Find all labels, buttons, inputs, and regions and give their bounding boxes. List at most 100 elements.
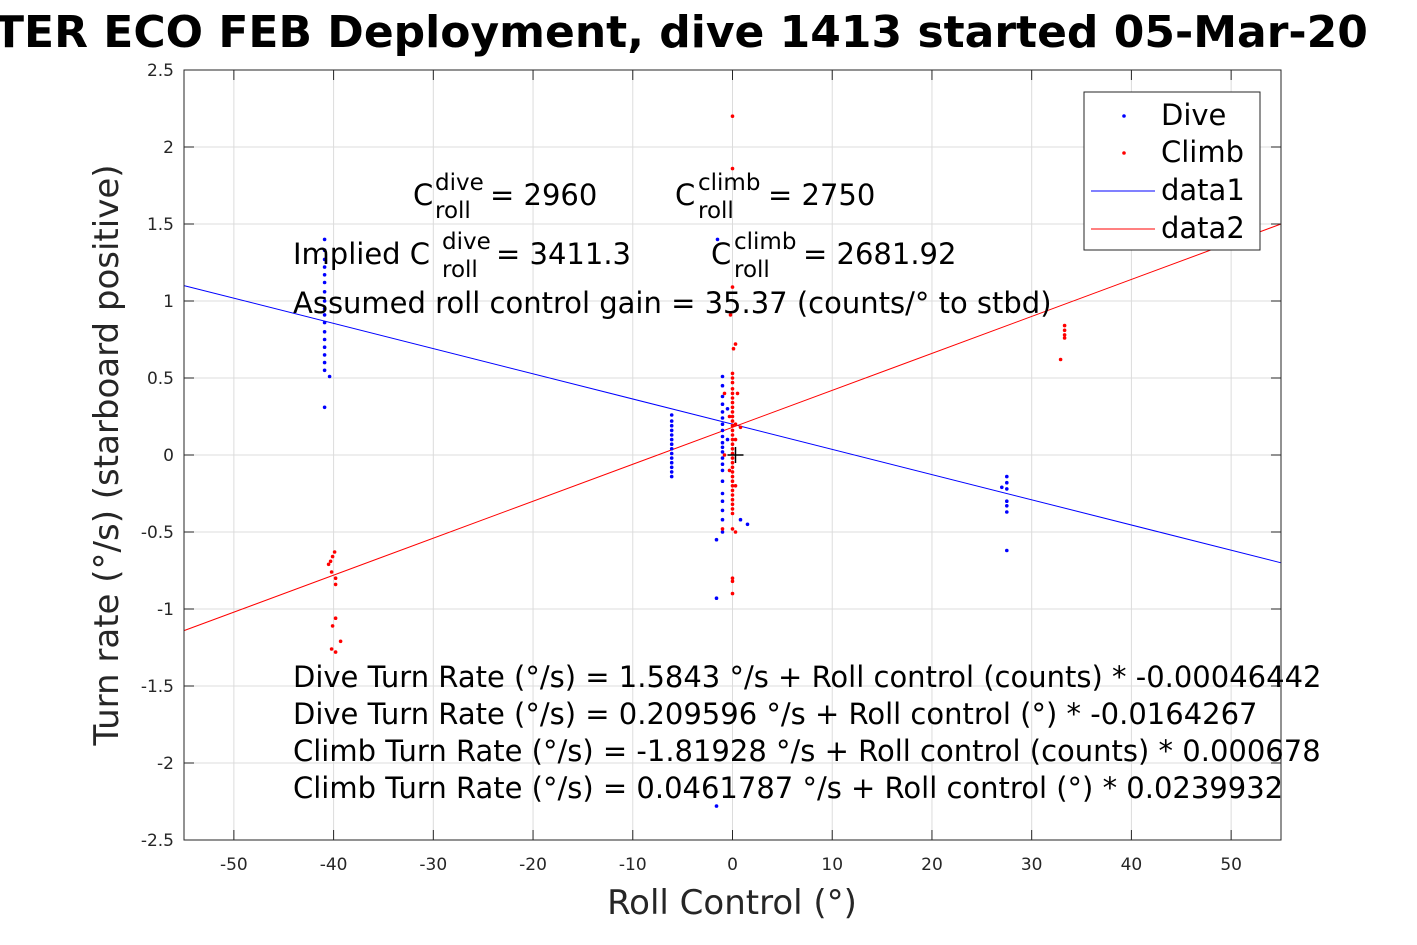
data-point-dive: [669, 447, 674, 451]
x-tick-label: 0: [727, 855, 738, 875]
data-point-climb: [330, 554, 335, 559]
y-tick-label: 2.5: [147, 61, 174, 81]
svg-text:C: C: [413, 178, 433, 212]
data-point-dive: [1005, 504, 1009, 508]
data-point-climb: [730, 479, 735, 484]
x-tick-label: 40: [1121, 855, 1143, 875]
data-point-dive: [720, 468, 725, 473]
data-point-climb: [730, 465, 735, 470]
x-axis-label: Roll Control (°): [607, 883, 857, 923]
data-point-dive: [327, 374, 332, 379]
y-tick-label: -2.5: [141, 831, 174, 851]
legend-label-dive: Dive: [1161, 98, 1226, 132]
data-point-dive: [322, 353, 327, 357]
data-point-climb: [328, 559, 333, 564]
fit-line-text: Dive Turn Rate (°/s) = 0.209596 °/s + Ro…: [293, 697, 1258, 731]
c-roll-dive-base: C: [413, 178, 433, 212]
x-tick-label: 10: [821, 855, 843, 875]
y-tick-label: 0.5: [147, 369, 174, 389]
data-point-climb: [326, 562, 331, 567]
data-point-climb: [730, 376, 735, 380]
data-point-climb: [730, 497, 735, 502]
data-point-dive: [725, 437, 730, 442]
y-tick-label: 1: [163, 292, 174, 312]
legend-box: [1083, 91, 1261, 251]
data-point-climb: [730, 470, 735, 474]
data-point-dive: [322, 368, 327, 373]
y-axis-label: Turn rate (°/s) (starboard positive): [87, 164, 127, 746]
c-roll-dive-sup: dive: [435, 170, 484, 196]
data-point-climb: [730, 474, 735, 479]
data-point-dive: [669, 465, 674, 470]
data-point-dive: [322, 330, 327, 334]
y-tick-label: -2: [157, 754, 174, 774]
fit-line-text: Climb Turn Rate (°/s) = 0.0461787 °/s + …: [293, 771, 1283, 805]
legend: Dive Climb data1 data2: [1083, 91, 1261, 251]
data-point-dive: [322, 299, 327, 303]
data-point-dive: [738, 517, 743, 522]
y-tick-label: -1.5: [141, 677, 174, 697]
data-point-climb: [720, 527, 725, 531]
annotation-c-roll-climb: C climb roll = 2750: [675, 170, 875, 224]
data-point-dive: [669, 437, 674, 442]
fit-line-text: Dive Turn Rate (°/s) = 1.5843 °/s + Roll…: [293, 660, 1321, 694]
data-point-dive: [669, 423, 674, 428]
implied-dive-sup: dive: [442, 229, 491, 255]
annotation-c-roll-dive: C dive roll = 2960: [413, 170, 597, 224]
data-point-climb: [730, 442, 735, 447]
data-point-dive: [1005, 499, 1009, 504]
data-point-dive: [1000, 485, 1004, 490]
legend-label-data1: data1: [1161, 173, 1245, 207]
data-point-dive: [322, 306, 327, 311]
gain-annotation: Assumed roll control gain = 35.37 (count…: [293, 286, 1052, 320]
data-point-dive: [720, 374, 725, 379]
data-point-climb: [730, 507, 735, 511]
data-point-climb: [730, 396, 735, 400]
data-point-dive: [1005, 487, 1009, 491]
data-point-climb: [1062, 333, 1067, 337]
x-tick-label: 30: [1021, 855, 1043, 875]
data-point-dive: [745, 522, 750, 527]
data-point-dive: [1005, 480, 1009, 485]
data-point-climb: [730, 437, 735, 442]
data-point-climb: [730, 576, 735, 580]
data-point-climb: [330, 624, 335, 628]
data-point-climb: [1062, 328, 1067, 333]
data-point-climb: [727, 468, 732, 473]
data-point-dive: [669, 456, 674, 460]
implied-dive-value: = 3411.3: [496, 237, 631, 271]
data-point-dive: [720, 479, 725, 484]
data-point-climb: [733, 530, 738, 534]
center-marker: [727, 447, 744, 463]
data-point-climb: [338, 639, 343, 644]
data-point-climb: [735, 391, 740, 396]
data-point-climb: [733, 342, 738, 346]
fit-line-text: Climb Turn Rate (°/s) = -1.81928 °/s + R…: [293, 734, 1321, 768]
implied-dive-prefix: Implied C: [293, 237, 430, 271]
data-point-dive: [1005, 474, 1009, 479]
data-point-climb: [333, 616, 338, 620]
data-point-dive: [322, 337, 327, 342]
data-point-climb: [730, 527, 735, 531]
data-point-dive: [714, 804, 719, 808]
x-tick-label: -40: [320, 855, 348, 875]
data-point-dive: [322, 360, 327, 365]
data-point-dive: [669, 474, 674, 479]
data-point-dive: [720, 394, 725, 399]
data-point-dive: [322, 320, 327, 325]
data-point-climb: [730, 456, 735, 460]
data-point-dive: [720, 402, 725, 407]
data-point-climb: [333, 582, 338, 587]
data-point-climb: [730, 114, 735, 118]
chart-title: TER ECO FEB Deployment, dive 1413 starte…: [0, 7, 1368, 58]
c-roll-dive-value: = 2960: [490, 178, 597, 212]
annotation-implied-climb: C climb roll = 2681.92: [711, 229, 956, 283]
c-roll-dive-sub: roll: [435, 198, 471, 224]
data-point-climb: [333, 576, 338, 580]
data-point-dive: [715, 237, 720, 242]
data-point-dive: [720, 456, 725, 460]
data-point-dive: [1005, 548, 1009, 553]
data-point-climb: [730, 414, 735, 419]
data-point-climb: [730, 460, 735, 465]
implied-climb-sup: climb: [734, 229, 796, 255]
